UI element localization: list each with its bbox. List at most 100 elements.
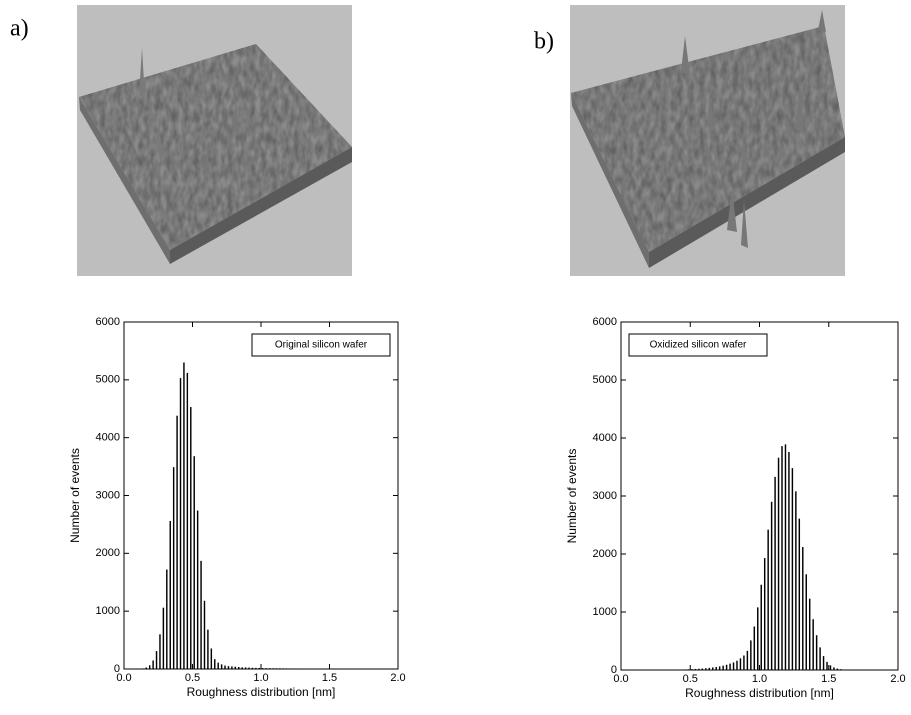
bar <box>200 560 202 669</box>
bar <box>729 663 731 670</box>
bar <box>812 619 814 670</box>
bar <box>788 451 790 670</box>
y-tick-label: 4000 <box>96 432 120 444</box>
bar <box>708 667 711 670</box>
bar <box>836 668 839 670</box>
bar <box>808 598 811 670</box>
y-tick-label: 4000 <box>593 432 617 444</box>
bar <box>220 664 223 669</box>
bar <box>750 640 752 670</box>
bar <box>739 658 742 670</box>
bar <box>701 668 704 670</box>
bar <box>251 667 254 669</box>
y-tick-label: 2000 <box>96 547 120 559</box>
bar <box>722 665 724 670</box>
bar <box>166 569 168 669</box>
bar <box>203 600 206 669</box>
y-tick-label: 0 <box>611 664 617 676</box>
x-tick-label: 2.0 <box>890 673 905 685</box>
bar <box>781 446 783 670</box>
y-tick-label: 6000 <box>96 316 120 328</box>
bar <box>255 667 257 669</box>
annotation-box <box>251 333 391 357</box>
bar <box>186 372 189 669</box>
histogram-chart: b) 0 1000 2000 3000 4000 5000 6000 0.0 0.5 1.0 1.5 2… <box>534 29 906 701</box>
bar <box>743 655 745 670</box>
y-tick-label: 0 <box>114 663 120 675</box>
bar <box>736 660 738 670</box>
bar <box>210 648 213 669</box>
y-tick-label: 2000 <box>593 548 617 560</box>
bar <box>190 407 192 669</box>
bar <box>732 662 735 670</box>
x-tick-label: 1.5 <box>821 673 836 685</box>
bar <box>791 468 794 670</box>
bar <box>694 668 697 670</box>
bar <box>815 635 818 670</box>
x-tick-label: 0.0 <box>613 673 628 685</box>
x-tick-label: 1.0 <box>253 672 268 684</box>
bar <box>802 547 804 670</box>
x-tick-label: 0.5 <box>683 673 698 685</box>
bar <box>227 666 230 669</box>
bar <box>258 667 261 669</box>
bar <box>819 647 821 670</box>
bar <box>193 456 195 669</box>
bar <box>217 662 219 669</box>
bar <box>833 667 835 670</box>
bar <box>760 584 762 670</box>
bar <box>763 558 766 670</box>
plot-frame <box>620 321 899 671</box>
y-axis-title: Number of events <box>68 448 82 543</box>
bar <box>753 626 756 670</box>
bar <box>746 650 749 670</box>
bar <box>169 520 171 669</box>
surface-image-b <box>570 5 845 276</box>
bar <box>784 444 787 670</box>
bar <box>829 665 832 670</box>
annotation: Oxidized silicon wafer <box>650 340 747 351</box>
plot-frame <box>123 321 399 670</box>
bar <box>196 510 199 669</box>
surface-image-a <box>77 5 352 276</box>
bar <box>179 378 182 669</box>
x-tick-label: 1.0 <box>752 673 767 685</box>
bar <box>826 661 828 670</box>
bar <box>770 501 773 670</box>
y-axis-title: Number of events <box>565 449 579 544</box>
bar <box>715 666 717 670</box>
y-tick-label: 1000 <box>593 606 617 618</box>
histogram-chart: a) 0 1000 2000 3000 4000 5000 6000 0.0 0.5 1.0 1.5 2… <box>10 16 406 700</box>
y-tick-label: 1000 <box>96 605 120 617</box>
bar <box>712 667 714 670</box>
x-tick-label: 0.0 <box>116 672 131 684</box>
bar <box>822 656 825 670</box>
bar <box>152 660 154 669</box>
bar <box>238 666 240 669</box>
x-tick-label: 1.5 <box>322 672 337 684</box>
bar <box>145 667 147 669</box>
annotation: Original silicon wafer <box>275 340 368 351</box>
bar <box>718 666 721 670</box>
bar <box>705 668 707 670</box>
bar <box>795 491 797 670</box>
bar <box>159 634 161 669</box>
bar <box>172 467 175 669</box>
bar <box>767 529 769 670</box>
bar <box>148 665 151 669</box>
bar <box>805 574 807 670</box>
bar <box>231 666 233 669</box>
bar <box>183 362 185 669</box>
y-tick-label: 5000 <box>593 374 617 386</box>
bar <box>798 518 801 670</box>
bar <box>162 607 165 669</box>
x-axis-title: Roughness distribution [nm] <box>685 686 834 700</box>
bar <box>214 659 216 669</box>
bar <box>725 664 728 670</box>
bar <box>176 415 178 669</box>
bar <box>207 629 209 669</box>
bar <box>224 665 226 669</box>
y-tick-label: 3000 <box>96 489 120 501</box>
annotation-box <box>628 333 768 357</box>
